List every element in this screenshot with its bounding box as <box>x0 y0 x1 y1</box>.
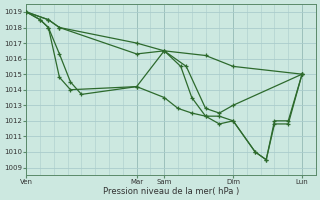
X-axis label: Pression niveau de la mer( hPa ): Pression niveau de la mer( hPa ) <box>103 187 239 196</box>
